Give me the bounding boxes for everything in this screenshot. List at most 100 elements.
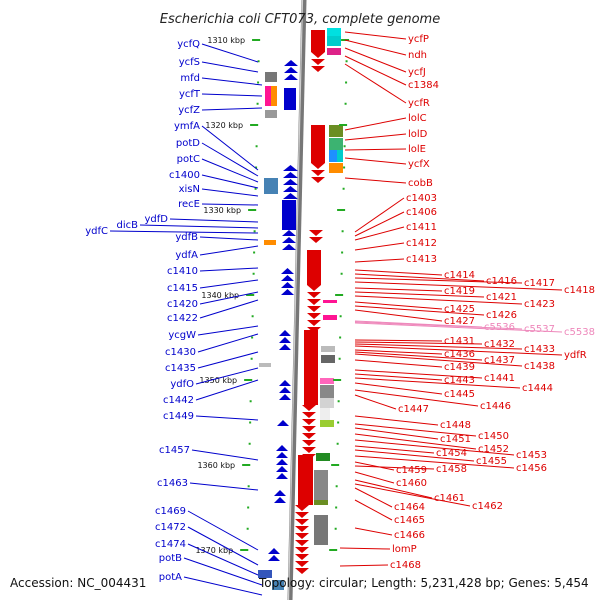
gene-leader-line bbox=[199, 291, 259, 305]
feature-block bbox=[258, 570, 272, 578]
gene-label-lolE: lolE bbox=[408, 144, 426, 155]
scale-dot bbox=[249, 400, 252, 403]
reverse-gene-body bbox=[298, 455, 313, 505]
gene-label-c1426: c1426 bbox=[486, 310, 517, 321]
gene-leader-line bbox=[199, 299, 259, 319]
scale-dot bbox=[335, 485, 338, 488]
forward-gene-arrow bbox=[276, 452, 288, 458]
scale-dot bbox=[246, 527, 249, 530]
gene-label-c5538: c5538 bbox=[564, 327, 595, 338]
gene-leader-line bbox=[354, 461, 395, 471]
scale-dot bbox=[252, 294, 255, 296]
forward-gene-arrow bbox=[268, 555, 280, 561]
reverse-gene-arrow bbox=[309, 237, 323, 243]
forward-gene-arrow bbox=[279, 394, 291, 400]
gene-label-c1453: c1453 bbox=[516, 450, 547, 461]
gene-leader-line bbox=[354, 382, 443, 395]
gene-label-ycfR: ycfR bbox=[408, 98, 430, 109]
reverse-gene-arrow bbox=[302, 447, 316, 453]
gene-label-c1450: c1450 bbox=[478, 431, 509, 442]
scale-dot bbox=[337, 400, 340, 403]
gene-leader-line bbox=[354, 273, 485, 282]
gene-label-ydfC: ydfC bbox=[85, 226, 108, 237]
gene-label-c1444: c1444 bbox=[522, 383, 553, 394]
reverse-gene-body bbox=[311, 30, 325, 52]
gene-label-c1410: c1410 bbox=[167, 266, 198, 277]
reverse-gene-arrow bbox=[295, 554, 309, 560]
scale-dot bbox=[340, 272, 343, 275]
feature-block bbox=[265, 110, 277, 118]
feature-block bbox=[320, 385, 334, 398]
gene-label-c1406: c1406 bbox=[406, 207, 437, 218]
gene-leader-line bbox=[354, 291, 485, 298]
gene-label-cobB: cobB bbox=[408, 178, 433, 189]
gene-leader-line bbox=[201, 125, 259, 171]
feature-block bbox=[323, 315, 337, 320]
scale-dot bbox=[340, 294, 343, 296]
gene-leader-line bbox=[344, 63, 407, 104]
scale-dot bbox=[336, 442, 339, 445]
gene-label-c1472: c1472 bbox=[155, 522, 186, 533]
forward-gene-arrow bbox=[268, 548, 280, 554]
forward-gene-arrow bbox=[276, 445, 288, 451]
reverse-gene-arrow bbox=[302, 426, 316, 432]
gene-label-c1452: c1452 bbox=[478, 444, 509, 455]
gene-leader-line bbox=[354, 427, 439, 440]
gene-label-ydfR: ydfR bbox=[564, 350, 587, 361]
scale-dot bbox=[254, 187, 257, 190]
gene-leader-line bbox=[354, 322, 563, 333]
scale-dot bbox=[253, 251, 256, 254]
gene-label-recE: recE bbox=[178, 199, 200, 210]
feature-block bbox=[316, 453, 330, 461]
forward-gene-arrow bbox=[279, 337, 291, 343]
feature-block bbox=[327, 28, 341, 36]
scale-dot bbox=[250, 357, 253, 360]
gene-leader-line bbox=[201, 43, 259, 63]
gene-leader-line bbox=[201, 203, 259, 206]
gene-leader-line bbox=[339, 564, 389, 567]
gene-label-potC: potC bbox=[177, 154, 200, 165]
gene-label-ycfZ: ycfZ bbox=[178, 105, 200, 116]
gene-leader-line bbox=[354, 269, 443, 276]
reverse-gene-body bbox=[304, 330, 318, 405]
scale-dot bbox=[250, 379, 253, 381]
gene-label-c1437: c1437 bbox=[484, 355, 515, 366]
gene-leader-line bbox=[354, 226, 405, 241]
reverse-gene-arrow bbox=[302, 440, 316, 446]
gene-label-c1468: c1468 bbox=[390, 560, 421, 571]
gene-leader-line bbox=[354, 483, 471, 507]
gene-leader-line bbox=[197, 333, 259, 353]
gene-leader-line bbox=[183, 576, 263, 596]
gene-label-c1443: c1443 bbox=[444, 375, 475, 386]
forward-gene-arrow bbox=[274, 490, 286, 496]
scale-tick-label: 1350 kbp bbox=[199, 376, 237, 385]
reverse-gene-arrow bbox=[295, 526, 309, 532]
gene-leader-line bbox=[191, 449, 259, 461]
scale-dot bbox=[334, 549, 337, 551]
reverse-gene-arrow bbox=[307, 306, 321, 312]
gene-leader-line bbox=[139, 224, 259, 229]
scale-dot bbox=[254, 209, 257, 211]
gene-leader-line bbox=[199, 279, 259, 289]
gene-leader-line bbox=[201, 107, 263, 111]
gene-leader-line bbox=[187, 543, 259, 576]
gene-label-c1413: c1413 bbox=[406, 254, 437, 265]
scale-dot bbox=[252, 272, 255, 275]
feature-block bbox=[314, 500, 328, 505]
gene-label-c1441: c1441 bbox=[484, 373, 515, 384]
gene-label-c1464: c1464 bbox=[394, 502, 425, 513]
forward-gene-arrow bbox=[283, 165, 298, 171]
reverse-gene-arrow bbox=[307, 285, 321, 291]
gene-leader-line bbox=[354, 499, 393, 521]
gene-label-c1415: c1415 bbox=[167, 283, 198, 294]
gene-label-ydfA: ydfA bbox=[175, 250, 198, 261]
forward-gene-arrow bbox=[282, 244, 296, 250]
gene-label-potD: potD bbox=[176, 138, 200, 149]
feature-block bbox=[320, 420, 334, 427]
gene-leader-line bbox=[354, 277, 523, 284]
scale-dot bbox=[339, 336, 342, 339]
gene-label-c1474: c1474 bbox=[155, 539, 186, 550]
gene-leader-line bbox=[344, 31, 407, 40]
gene-leader-line bbox=[354, 369, 483, 379]
